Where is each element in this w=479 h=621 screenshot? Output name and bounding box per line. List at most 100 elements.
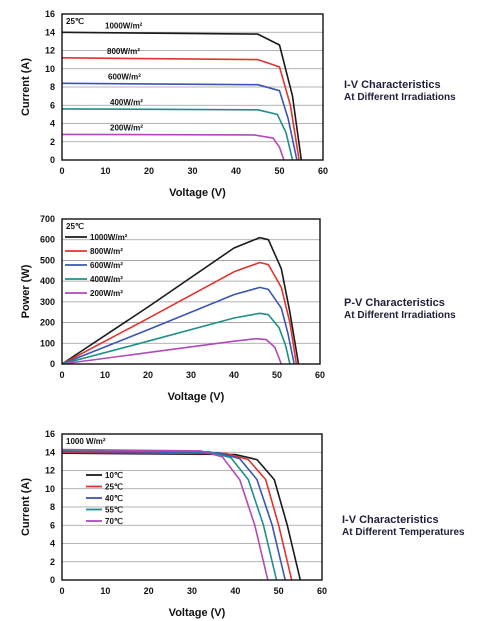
legend-label: 400W/m² [90,275,123,284]
y-tick-label: 500 [40,255,55,265]
legend-label: 40℃ [105,494,123,503]
y-axis-label: Power (W) [20,264,32,318]
chart-3: 0 2 4 6 8 10 12 14 16 0 10 20 30 40 50 60 Voltage (V) Cur… [20,429,327,619]
x-tick-label: 10 [100,586,110,596]
condition-label: 1000 W/m² [66,437,106,446]
legend-label: 70℃ [105,517,123,526]
x-tick-label: 60 [317,586,327,596]
x-axis-label: Voltage (V) [169,187,226,199]
series-label: 800W/m² [107,47,140,56]
chart-subtitle: At Different Irradiations [344,92,456,103]
chart-title: P-V Characteristics [344,297,445,309]
y-tick-label: 6 [50,100,55,110]
condition-label: 25℃ [66,222,84,231]
series-label: 200W/m² [110,123,143,132]
x-tick-label: 40 [230,586,240,596]
legend: 10℃ 25℃ 40℃ 55℃ 70℃ [86,471,123,526]
chart-title: I-V Characteristics [344,79,441,91]
series-line [61,82,298,161]
y-tick-label: 10 [45,484,55,494]
series-line [61,286,295,365]
y-tick-label: 100 [40,338,55,348]
y-tick-label: 400 [40,276,55,286]
x-tick-label: 30 [187,166,197,176]
x-tick-label: 30 [186,370,196,380]
y-tick-label: 8 [50,82,55,92]
chart-2: 0 100 200 300 400 500 600 700 0 10 20 30 40 50 60 Volta… [20,214,325,403]
y-tick-label: 12 [45,466,55,476]
legend-label: 200W/m² [90,289,123,298]
x-tick-label: 40 [229,370,239,380]
x-tick-label: 40 [231,166,241,176]
x-tick-label: 20 [143,370,153,380]
series-line [61,261,298,365]
series-label: 400W/m² [110,98,143,107]
series-line [61,337,283,365]
legend-label: 10℃ [105,471,123,480]
y-tick-label: 700 [40,214,55,224]
legend-label: 25℃ [105,483,123,492]
plot-frame [61,13,324,161]
x-tick-label: 10 [100,370,110,380]
y-tick-label: 2 [50,557,55,567]
x-tick-label: 10 [100,166,110,176]
legend-label: 800W/m² [90,247,123,256]
y-tick-label: 0 [50,575,55,585]
x-tick-label: 50 [272,370,282,380]
legend-label: 55℃ [105,506,123,515]
legend-label: 600W/m² [90,261,123,270]
x-tick-label: 0 [59,370,64,380]
y-tick-label: 6 [50,520,55,530]
chart-subtitle: At Different Temperatures [342,527,465,538]
y-tick-label: 0 [50,155,55,165]
x-tick-label: 20 [144,166,154,176]
series-line [61,236,300,365]
condition-label: 25℃ [66,17,84,26]
y-tick-label: 10 [45,64,55,74]
y-axis-label: Current (A) [20,478,32,536]
chart-title: I-V Characteristics [342,514,439,526]
x-tick-label: 30 [187,586,197,596]
plot-frame [61,433,323,581]
x-tick-label: 50 [274,586,284,596]
series-line [61,448,269,581]
y-axis-label: Current (A) [20,58,32,116]
series-line [61,452,302,581]
plot-frame [61,218,321,365]
x-tick-label: 0 [59,586,64,596]
x-tick-label: 50 [274,166,284,176]
y-tick-label: 12 [45,46,55,56]
legend: 1000W/m² 800W/m² 600W/m² 400W/m² 200W/m² [65,233,128,298]
y-tick-label: 16 [45,429,55,439]
y-tick-label: 8 [50,502,55,512]
legend-label: 1000W/m² [90,233,128,242]
y-tick-label: 0 [50,359,55,369]
series-line [61,57,300,161]
x-tick-label: 60 [315,370,325,380]
series-label: 600W/m² [108,72,141,81]
x-tick-label: 60 [318,166,328,176]
chart-1: 0 2 4 6 8 10 12 14 16 0 10 20 30 40 50 60 Voltage (V) Cur… [20,9,328,199]
x-tick-label: 20 [144,586,154,596]
series-line [61,312,291,365]
y-tick-label: 14 [45,447,55,457]
series-line [61,450,286,581]
series-line [61,451,293,581]
y-tick-label: 16 [45,9,55,19]
series-label: 1000W/m² [105,21,143,30]
y-tick-label: 4 [50,119,55,129]
series-line [61,449,278,581]
y-tick-label: 14 [45,27,55,37]
y-tick-label: 600 [40,235,55,245]
x-axis-label: Voltage (V) [168,391,225,403]
series-line [61,31,303,161]
x-tick-label: 0 [59,166,64,176]
y-tick-label: 2 [50,137,55,147]
y-tick-label: 300 [40,297,55,307]
chart-subtitle: At Different Irradiations [344,310,456,321]
series-line [61,108,294,161]
series-line [61,133,285,161]
y-tick-label: 200 [40,318,55,328]
y-tick-label: 4 [50,539,55,549]
